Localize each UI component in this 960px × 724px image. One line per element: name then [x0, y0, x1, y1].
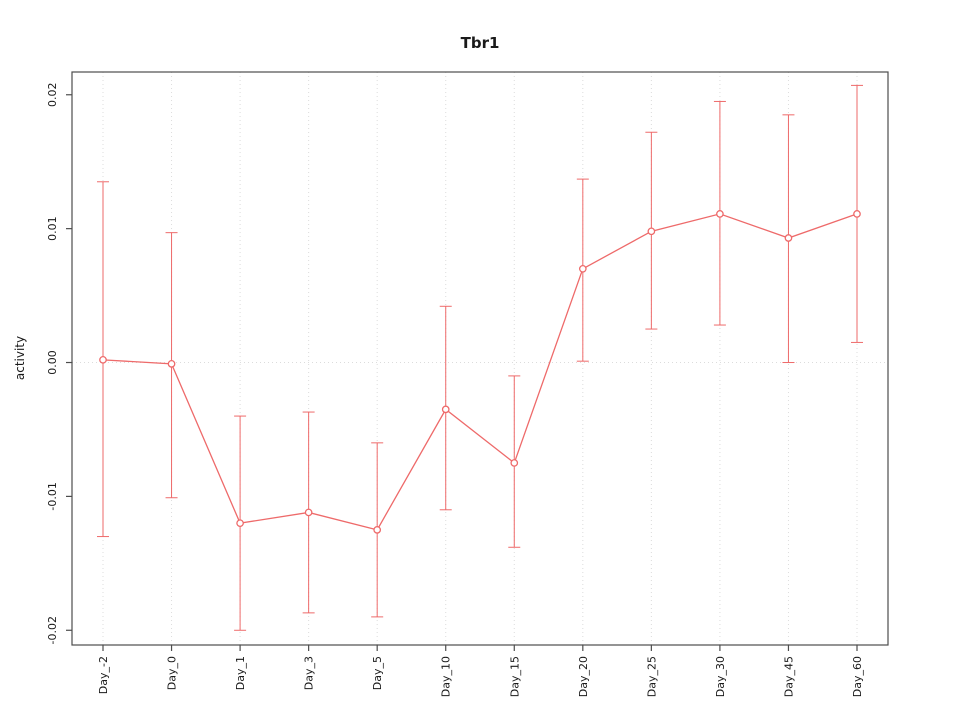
- data-point: [167, 360, 176, 368]
- data-point: [647, 227, 656, 236]
- x-tick-label: Day_25: [645, 656, 658, 697]
- y-tick-label: -0.01: [46, 482, 59, 510]
- data-point: [441, 405, 450, 414]
- x-tick-label: Day_20: [577, 656, 590, 697]
- data-point: [304, 508, 313, 517]
- x-tick-label: Day_15: [508, 656, 521, 697]
- chart-title: Tbr1: [461, 34, 500, 52]
- y-axis-label: activity: [13, 336, 27, 380]
- x-tick-label: Day_0: [166, 656, 179, 690]
- data-point: [853, 210, 861, 218]
- data-point: [99, 355, 107, 364]
- data-point: [578, 264, 587, 273]
- x-tick-label: Day_1: [234, 656, 247, 690]
- y-tick-label: -0.02: [46, 616, 59, 644]
- data-point: [784, 234, 793, 242]
- x-tick-label: Day_10: [440, 656, 453, 697]
- x-tick-label: Day_3: [303, 656, 316, 690]
- plot-layer: -0.02 -0.01 0.00 0.01 0.02 Day_-2 Day_0 Day_1 Da…: [46, 71, 889, 697]
- data-point: [716, 210, 724, 218]
- x-tick-label: Day_60: [851, 656, 864, 697]
- x-tick-label: Day_30: [714, 656, 727, 697]
- data-point: [510, 459, 519, 467]
- y-tick-label: 0.00: [46, 350, 59, 375]
- x-tick-label: Day_-2: [97, 656, 110, 694]
- data-point: [236, 519, 244, 528]
- y-tick-label: 0.02: [46, 83, 59, 108]
- y-tick-label: 0.01: [46, 216, 59, 241]
- data-point: [373, 526, 382, 534]
- x-tick-label: Day_5: [371, 656, 384, 690]
- x-tick-label: Day_45: [782, 656, 795, 697]
